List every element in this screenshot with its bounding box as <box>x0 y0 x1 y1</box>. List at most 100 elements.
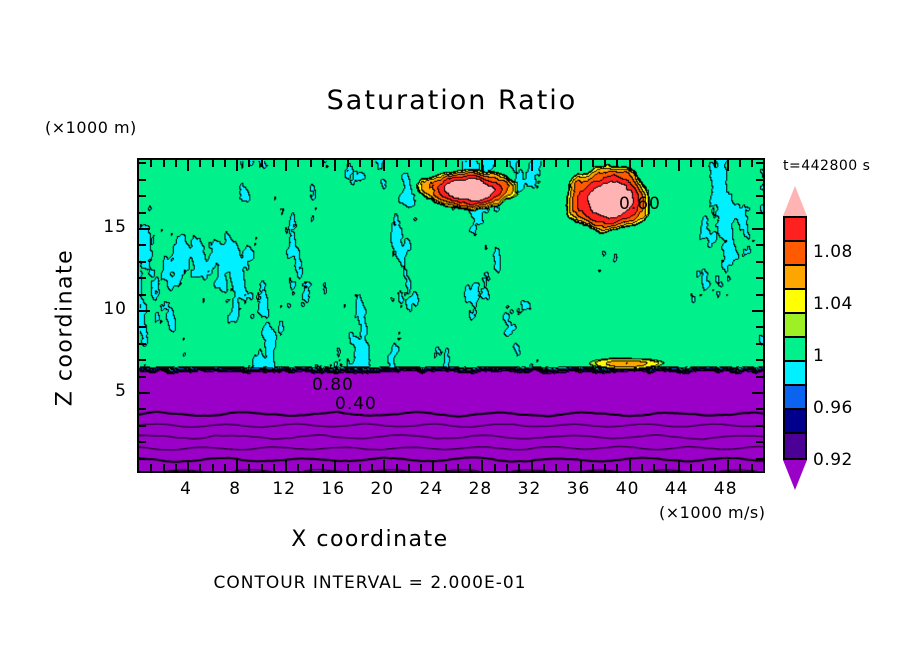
colorbar-cap-top-icon <box>783 186 807 216</box>
y-tick-right <box>752 391 763 394</box>
y-tick-right <box>756 244 763 247</box>
x-tick <box>493 464 496 471</box>
x-tick-top <box>174 160 177 167</box>
x-tick-top <box>739 160 742 167</box>
x-tick-top <box>579 160 582 171</box>
colorbar-label: 0.92 <box>813 450 853 470</box>
x-tick-top <box>555 160 558 167</box>
y-tick-right <box>756 375 763 378</box>
x-tick-top <box>432 160 435 171</box>
x-tick-top <box>150 160 153 167</box>
x-tick <box>371 464 374 471</box>
contour-plot-area[interactable]: 0.80 0.40 0.60 <box>137 158 765 473</box>
colorbar-cell <box>785 386 805 410</box>
x-tick <box>751 464 754 471</box>
contour-value-label: 0.60 <box>619 194 661 214</box>
x-tick-top <box>567 160 570 167</box>
x-tick-top <box>604 160 607 167</box>
y-tick <box>139 457 146 460</box>
y-tick-right <box>756 326 763 329</box>
y-tick-label: 5 <box>115 380 127 401</box>
contour-value-label: 0.80 <box>312 375 354 395</box>
x-tick-label: 20 <box>370 479 395 499</box>
x-tick-top <box>493 160 496 167</box>
x-tick <box>764 464 765 471</box>
x-tick <box>432 460 435 471</box>
colorbar-cell <box>785 362 805 386</box>
y-tick <box>139 277 146 280</box>
y-tick-right <box>756 260 763 263</box>
x-tick <box>481 460 484 471</box>
y-tick <box>139 326 146 329</box>
x-tick <box>150 464 153 471</box>
page-title: Saturation Ratio <box>326 85 578 116</box>
x-tick-top <box>689 160 692 167</box>
x-tick <box>174 464 177 471</box>
x-tick-label: 24 <box>419 479 444 499</box>
x-tick-top <box>248 160 251 167</box>
x-tick <box>260 464 263 471</box>
x-tick <box>211 464 214 471</box>
x-tick-label: 4 <box>180 479 192 499</box>
y-tick <box>139 441 146 444</box>
y-tick <box>139 391 150 394</box>
x-tick <box>346 464 349 471</box>
y-tick <box>139 342 146 345</box>
x-tick-top <box>285 160 288 171</box>
x-tick <box>677 460 680 471</box>
x-tick <box>726 460 729 471</box>
x-tick <box>530 460 533 471</box>
x-tick <box>444 464 447 471</box>
x-tick <box>358 464 361 471</box>
x-tick-top <box>640 160 643 167</box>
x-tick <box>616 464 619 471</box>
x-axis-unit-label: (×1000 m/s) <box>659 503 766 522</box>
colorbar-cap-bottom-icon <box>783 460 807 490</box>
y-tick-label: 10 <box>103 298 127 319</box>
x-tick <box>653 464 656 471</box>
x-tick-top <box>297 160 300 167</box>
y-tick-right <box>752 309 763 312</box>
x-tick <box>702 464 705 471</box>
colorbar-cell <box>785 290 805 314</box>
colorbar[interactable]: 1.08 1.04 1 0.96 0.92 <box>783 186 852 490</box>
x-tick <box>248 464 251 471</box>
x-tick-top <box>628 160 631 171</box>
x-tick <box>297 464 300 471</box>
colorbar-label: 1 <box>813 346 825 366</box>
y-tick-right <box>756 359 763 362</box>
colorbar-label: 1.04 <box>813 294 853 314</box>
colorbar-cell <box>785 218 805 242</box>
x-axis-title: X coordinate <box>291 527 449 552</box>
x-tick-top <box>309 160 312 167</box>
x-tick-top <box>162 160 165 167</box>
x-tick <box>579 460 582 471</box>
colorbar-label: 1.08 <box>813 242 853 262</box>
x-tick-top <box>530 160 533 171</box>
x-tick <box>469 464 472 471</box>
colorbar-cell <box>785 314 805 338</box>
x-tick-label: 16 <box>321 479 346 499</box>
x-tick <box>567 464 570 471</box>
x-tick <box>334 460 337 471</box>
x-tick-top <box>481 160 484 171</box>
x-tick <box>383 460 386 471</box>
x-tick-top <box>653 160 656 167</box>
y-tick <box>139 244 146 247</box>
x-tick-label: 12 <box>272 479 297 499</box>
x-tick <box>309 464 312 471</box>
x-tick-top <box>616 160 619 167</box>
y-tick <box>139 408 146 411</box>
y-tick-right <box>756 162 763 165</box>
colorbar-cell <box>785 266 805 290</box>
x-tick <box>555 464 558 471</box>
x-tick-top <box>321 160 324 167</box>
y-tick <box>139 424 146 427</box>
x-tick-top <box>187 160 190 171</box>
x-tick <box>285 460 288 471</box>
x-tick <box>542 464 545 471</box>
x-tick-top <box>764 160 765 167</box>
x-tick-top <box>346 160 349 167</box>
x-tick-top <box>591 160 594 167</box>
x-tick-label: 40 <box>615 479 640 499</box>
